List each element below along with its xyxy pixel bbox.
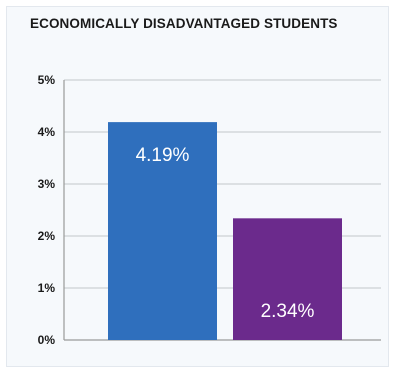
y-axis: 0% 1% 2% 3% 4% 5%: [38, 73, 65, 347]
y-tick-label: 3%: [38, 177, 56, 191]
y-tick-label: 2%: [38, 229, 56, 243]
y-tick-label: 1%: [38, 281, 56, 295]
y-tick-label: 0%: [38, 333, 56, 347]
data-labels: 4.19% 2.34%: [136, 145, 315, 322]
data-label-2: 2.34%: [261, 301, 315, 322]
bars: [108, 122, 342, 341]
y-tick-label: 5%: [38, 73, 56, 87]
bar-1: [108, 122, 217, 341]
y-tick-label: 4%: [38, 125, 56, 139]
chart-title: ECONOMICALLY DISADVANTAGED STUDENTS: [30, 16, 338, 31]
bar-2: [233, 218, 342, 340]
data-label-1: 4.19%: [136, 145, 190, 166]
